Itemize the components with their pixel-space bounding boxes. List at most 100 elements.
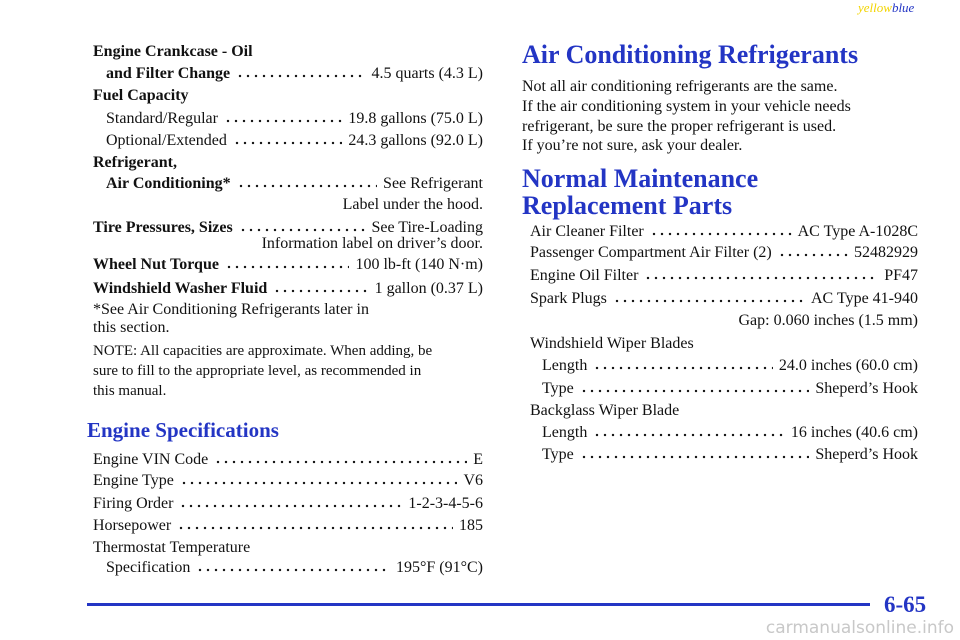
item-label: Engine Oil Filter: [530, 267, 639, 284]
dot-leader: [238, 228, 366, 232]
dot-leader: [593, 366, 773, 370]
page-number: 6-65: [884, 592, 927, 617]
list-row: Engine VIN Code E: [93, 450, 483, 470]
list-row: Tire Pressures, Sizes See Tire-Loading: [93, 218, 483, 238]
text-line: Not all air conditioning refrigerants ar…: [522, 77, 837, 97]
dot-leader: [223, 119, 343, 123]
item-value: 24.3 gallons (92.0 L): [348, 132, 483, 149]
dot-leader: [579, 455, 810, 459]
item-label: Spark Plugs: [530, 290, 607, 307]
item-value: 195°F (91°C): [395, 559, 483, 576]
dot-leader: [593, 433, 785, 437]
item-value: 4.5 quarts (4.3 L): [371, 65, 483, 82]
item-label: Passenger Compartment Air Filter (2): [530, 244, 772, 261]
text: If the air conditioning system in your v…: [522, 98, 851, 115]
section-title: Engine Specifications: [87, 418, 279, 442]
text-line: this section.: [93, 318, 169, 338]
item-value: 19.8 gallons (75.0 L): [348, 110, 483, 127]
dot-leader: [177, 526, 453, 530]
dot-leader: [179, 481, 458, 485]
dot-leader: [777, 253, 848, 257]
dot-leader: [579, 389, 810, 393]
text: Not all air conditioning refrigerants ar…: [522, 78, 838, 95]
list-row: Fuel Capacity: [93, 86, 189, 106]
list-row: Refrigerant,: [93, 153, 177, 173]
item-value: V6: [463, 472, 483, 489]
section-title: Replacement Parts: [522, 191, 733, 220]
item-value: AC Type 41-940: [810, 290, 918, 307]
list-row: Firing Order 1-2-3-4-5-6: [93, 494, 483, 514]
item-label: Windshield Wiper Blades: [530, 335, 694, 352]
list-row: Backglass Wiper Blade: [530, 401, 679, 421]
list-row: Specification 195°F (91°C): [106, 558, 483, 578]
text-line: this manual.: [93, 381, 166, 401]
item-value: 1-2-3-4-5-6: [408, 495, 483, 512]
text-line: refrigerant, be sure the proper refriger…: [522, 117, 836, 137]
dot-leader: [236, 184, 378, 188]
item-value: AC Type A-1028C: [797, 223, 918, 240]
list-row: Air Cleaner Filter AC Type A-1028C: [530, 222, 918, 242]
brand: yellowblue: [858, 0, 914, 16]
brand-blue: blue: [891, 0, 915, 15]
list-row: Length 16 inches (40.6 cm): [542, 423, 918, 443]
item-label: Length: [542, 424, 588, 441]
text: this section.: [93, 319, 170, 336]
item-value: 16 inches (40.6 cm): [790, 424, 918, 441]
list-row: Information label on driver’s door.: [262, 234, 483, 254]
item-label: Optional/Extended: [106, 132, 227, 149]
list-row: Air Conditioning* See Refrigerant: [106, 174, 483, 194]
list-row: Engine Oil Filter PF47: [530, 266, 918, 286]
item-label: Engine Crankcase - Oil: [93, 43, 253, 60]
list-row: Passenger Compartment Air Filter (2) 5248…: [530, 243, 918, 263]
dot-leader: [196, 568, 390, 572]
item-value: Information label on driver’s door.: [261, 235, 483, 252]
item-label: Fuel Capacity: [93, 87, 189, 104]
text: sure to fill to the appropriate level, a…: [93, 363, 422, 379]
item-label: Specification: [106, 559, 191, 576]
item-label: Thermostat Temperature: [93, 539, 251, 556]
item-label: Tire Pressures, Sizes: [93, 219, 233, 236]
item-label: Refrigerant,: [93, 154, 177, 171]
item-value: Gap: 0.060 inches (1.5 mm): [738, 312, 918, 329]
dot-leader: [612, 299, 805, 303]
section-title: Air Conditioning Refrigerants: [522, 40, 859, 69]
item-value: 24.0 inches (60.0 cm): [778, 357, 918, 374]
dot-leader: [224, 265, 350, 269]
item-value: 52482929: [854, 244, 918, 261]
list-row: Type Sheperd’s Hook: [542, 379, 918, 399]
item-label: Air Conditioning*: [106, 175, 231, 192]
text: If you’re not sure, ask your dealer.: [522, 137, 743, 154]
list-row: Engine Type V6: [93, 471, 483, 491]
item-label: Length: [542, 357, 588, 374]
section-title: Normal Maintenance: [522, 164, 759, 193]
item-label: Backglass Wiper Blade: [530, 402, 680, 419]
item-value: 185: [459, 517, 483, 534]
list-row: Horsepower 185: [93, 516, 483, 536]
footer-rule: [87, 603, 870, 606]
watermark: carmanualsonline.info: [765, 618, 954, 638]
item-value: 100 lb-ft (140 N·m): [355, 256, 483, 273]
dot-leader: [644, 276, 879, 280]
list-row: Length 24.0 inches (60.0 cm): [542, 356, 918, 376]
item-label: Standard/Regular: [106, 110, 218, 127]
dot-leader: [232, 141, 343, 145]
list-row: Engine Crankcase - Oil: [93, 42, 253, 62]
text-line: NOTE: All capacities are approximate. Wh…: [93, 341, 432, 361]
item-value: Sheperd’s Hook: [815, 380, 918, 397]
dot-leader: [649, 232, 792, 236]
text-line: If the air conditioning system in your v…: [522, 97, 851, 117]
list-row: Optional/Extended 24.3 gallons (92.0 L): [106, 131, 483, 151]
text: NOTE: All capacities are approximate. Wh…: [93, 343, 433, 359]
item-value: PF47: [884, 267, 918, 284]
item-value: 1 gallon (0.37 L): [374, 280, 483, 297]
dot-leader: [214, 460, 468, 464]
item-value: Label under the hood.: [342, 196, 483, 213]
item-value: See Refrigerant: [383, 175, 483, 192]
list-row: Label under the hood.: [343, 195, 483, 215]
item-label: Type: [542, 380, 574, 397]
item-label: and Filter Change: [106, 65, 231, 82]
list-row: and Filter Change 4.5 quarts (4.3 L): [106, 64, 483, 84]
text: *See Air Conditioning Refrigerants later…: [93, 301, 369, 318]
text: this manual.: [93, 383, 167, 399]
item-label: Horsepower: [93, 517, 172, 534]
